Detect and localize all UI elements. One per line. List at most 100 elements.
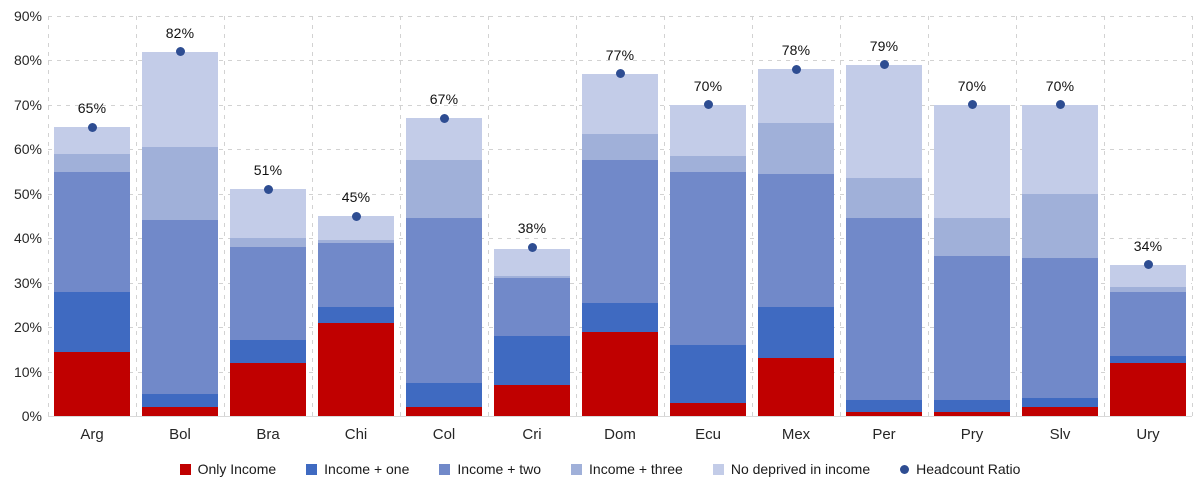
bar-segment-bra-income-two <box>230 247 306 341</box>
legend-label: No deprived in income <box>730 461 871 477</box>
headcount-ratio-marker <box>791 64 801 74</box>
bar-segment-cri-no-deprived-in-income <box>494 249 570 276</box>
bar-segment-bra-income-three <box>230 238 306 248</box>
bar-segment-ury-income-one <box>1110 356 1186 363</box>
bar-segment-cri-only-income <box>494 384 570 416</box>
headcount-ratio-marker <box>1055 100 1065 110</box>
gridline-vertical <box>224 16 225 416</box>
bar-segment-bra-income-one <box>230 340 306 363</box>
headcount-ratio-marker <box>967 100 977 110</box>
bar-segment-ecu-only-income <box>670 402 746 416</box>
bar-segment-per-income-one <box>846 400 922 412</box>
x-axis-category-label: Slv <box>1049 426 1071 443</box>
gridline-vertical <box>136 16 137 416</box>
gridline-vertical <box>576 16 577 416</box>
x-axis-line <box>48 416 1192 417</box>
x-axis-category-label: Bol <box>169 426 191 443</box>
y-axis-tick-label: 20% <box>13 319 42 336</box>
bar-segment-arg-only-income <box>54 351 130 416</box>
headcount-ratio-label: 78% <box>781 42 811 59</box>
y-axis-tick-label: 10% <box>13 363 42 380</box>
bar-segment-dom-only-income <box>582 331 658 416</box>
headcount-ratio-label: 79% <box>869 37 899 54</box>
bar-segment-ury-income-three <box>1110 287 1186 292</box>
bar-segment-per-only-income <box>846 411 922 416</box>
bar-segment-slv-income-two <box>1022 258 1098 399</box>
bar-segment-chi-only-income <box>318 322 394 416</box>
headcount-ratio-label: 38% <box>517 220 547 237</box>
x-axis-category-label: Per <box>872 426 896 443</box>
bar-segment-bol-no-deprived-in-income <box>142 51 218 148</box>
headcount-ratio-label: 51% <box>253 162 283 179</box>
legend-swatch-icon <box>712 463 724 475</box>
y-axis-tick-label: 30% <box>13 274 42 291</box>
legend: Only Income Income + one Income + two Incom… <box>0 461 1200 477</box>
legend-item-income-two: Income + two <box>439 461 541 477</box>
legend-item-headcount-ratio: Headcount Ratio <box>900 461 1020 477</box>
bar-segment-ecu-income-three <box>670 156 746 172</box>
gridline-vertical <box>1016 16 1017 416</box>
bar-segment-per-income-two <box>846 218 922 401</box>
bar-segment-dom-no-deprived-in-income <box>582 73 658 134</box>
bar-segment-bra-no-deprived-in-income <box>230 189 306 239</box>
bar-segment-bol-income-three <box>142 147 218 221</box>
bar-segment-pry-only-income <box>934 411 1010 416</box>
bar-segment-per-no-deprived-in-income <box>846 64 922 179</box>
gridline-vertical <box>48 16 49 416</box>
y-axis-tick-label: 70% <box>13 96 42 113</box>
bar-segment-mex-income-one <box>758 307 834 359</box>
bar-segment-ury-income-two <box>1110 291 1186 356</box>
x-axis-category-label: Mex <box>781 426 811 443</box>
bar-segment-bol-only-income <box>142 407 218 416</box>
bar-segment-ecu-income-two <box>670 171 746 345</box>
legend-label: Income + one <box>324 461 410 477</box>
y-axis-tick-label: 0% <box>21 408 42 424</box>
y-axis-tick-label: 40% <box>13 230 42 247</box>
headcount-ratio-marker <box>175 47 185 57</box>
x-axis-category-label: Arg <box>80 426 104 443</box>
x-axis-category-label: Dom <box>604 426 636 443</box>
gridline-vertical <box>312 16 313 416</box>
bar-segment-pry-income-three <box>934 218 1010 256</box>
bar-segment-mex-income-three <box>758 122 834 174</box>
headcount-ratio-label: 70% <box>693 77 723 94</box>
headcount-ratio-marker <box>87 122 97 132</box>
bar-segment-arg-income-one <box>54 291 130 352</box>
bar-segment-cri-income-one <box>494 336 570 385</box>
headcount-ratio-label: 65% <box>77 100 107 117</box>
headcount-ratio-label: 82% <box>165 24 195 41</box>
gridline-vertical <box>1192 16 1193 416</box>
bar-segment-pry-income-one <box>934 400 1010 412</box>
x-axis-category-label: Ecu <box>695 426 721 443</box>
y-axis-tick-label: 80% <box>13 52 42 69</box>
bar-segment-bra-only-income <box>230 362 306 416</box>
gridline-horizontal <box>48 16 1192 17</box>
legend-swatch-icon <box>571 463 583 475</box>
legend-dot-icon <box>900 464 910 474</box>
headcount-ratio-marker <box>615 69 625 79</box>
bar-segment-col-no-deprived-in-income <box>406 118 482 161</box>
gridline-horizontal <box>48 60 1192 62</box>
headcount-ratio-label: 34% <box>1133 237 1163 254</box>
bar-segment-chi-income-two <box>318 242 394 308</box>
legend-swatch-icon <box>179 463 191 475</box>
gridline-vertical <box>488 16 489 416</box>
bar-segment-cri-income-three <box>494 276 570 279</box>
bar-segment-mex-no-deprived-in-income <box>758 69 834 123</box>
legend-swatch-icon <box>439 463 451 475</box>
x-axis-category-label: Ury <box>1136 426 1160 443</box>
bar-segment-ury-no-deprived-in-income <box>1110 264 1186 288</box>
headcount-ratio-marker <box>1143 260 1153 270</box>
y-axis-tick-label: 50% <box>13 185 42 202</box>
headcount-ratio-label: 70% <box>1045 77 1075 94</box>
headcount-ratio-marker <box>879 60 889 70</box>
legend-label: Only Income <box>197 461 277 477</box>
bar-segment-arg-income-three <box>54 153 130 172</box>
bar-segment-ury-only-income <box>1110 362 1186 416</box>
bar-segment-dom-income-one <box>582 302 658 332</box>
legend-item-only-income: Only Income <box>179 461 277 477</box>
bar-segment-col-income-two <box>406 218 482 383</box>
bar-segment-ecu-income-one <box>670 344 746 403</box>
